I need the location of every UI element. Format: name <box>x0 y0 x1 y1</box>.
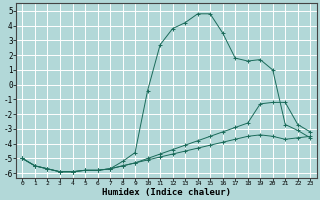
X-axis label: Humidex (Indice chaleur): Humidex (Indice chaleur) <box>102 188 231 197</box>
